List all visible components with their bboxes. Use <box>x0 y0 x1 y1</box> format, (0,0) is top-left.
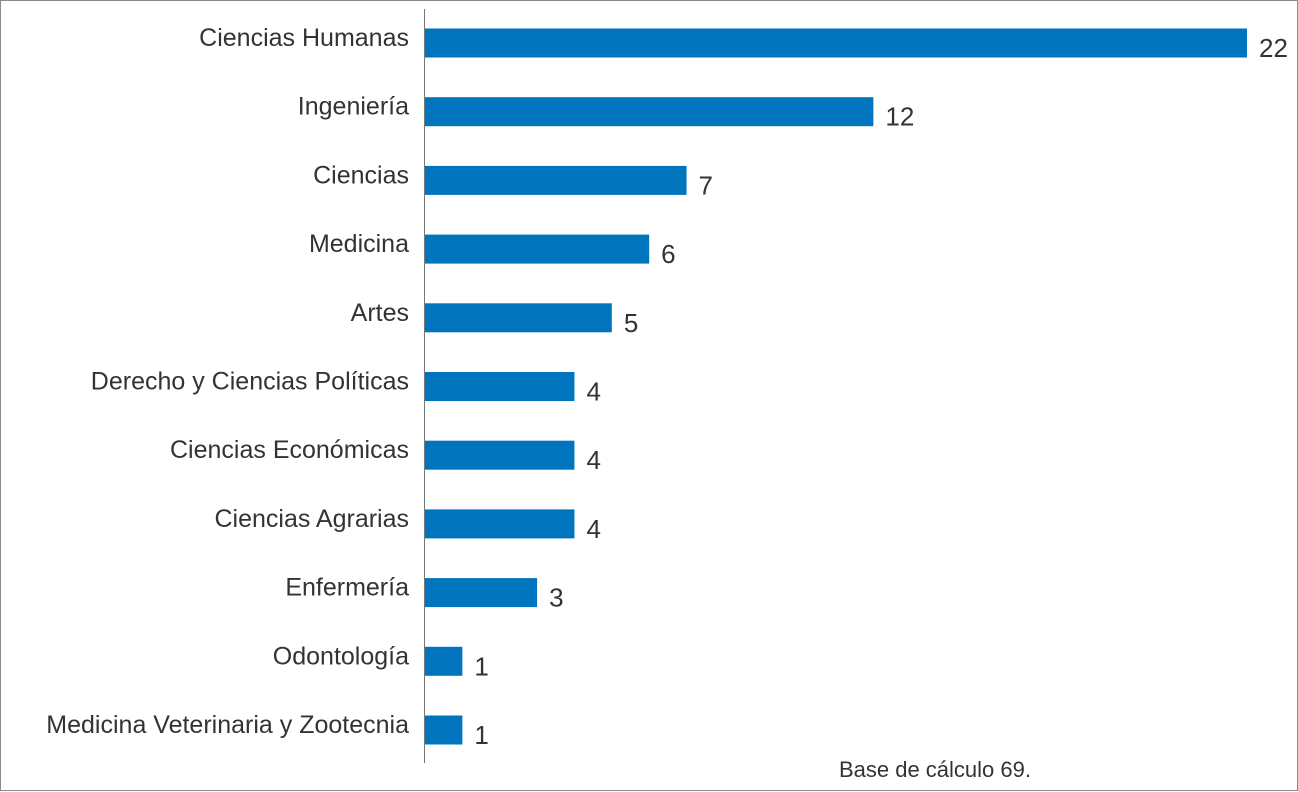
base-note: Base de cálculo 69. <box>839 757 1031 782</box>
category-label: Ciencias Económicas <box>170 436 409 464</box>
bar <box>425 234 650 264</box>
category-label: Medicina Veterinaria y Zootecnia <box>46 711 409 739</box>
value-label: 5 <box>624 308 638 338</box>
bar <box>425 715 463 745</box>
category-label: Ingeniería <box>298 93 409 121</box>
value-label: 1 <box>474 651 488 681</box>
bar <box>425 509 575 539</box>
category-label: Enfermería <box>285 574 409 602</box>
bar <box>425 303 612 333</box>
bar <box>425 578 538 608</box>
bar <box>425 372 575 401</box>
value-label: 6 <box>661 239 675 269</box>
category-label: Artes <box>351 299 409 327</box>
category-label: Ciencias Humanas <box>199 24 409 52</box>
value-label: 3 <box>549 583 563 613</box>
category-label: Ciencias <box>313 161 409 189</box>
value-label: 4 <box>586 445 600 475</box>
value-label: 4 <box>586 514 600 544</box>
value-label: 12 <box>885 102 914 132</box>
bar <box>425 646 463 676</box>
category-label: Derecho y Ciencias Políticas <box>91 368 409 396</box>
bar <box>425 440 575 470</box>
bar <box>425 165 687 195</box>
value-label: 7 <box>699 170 713 200</box>
category-label: Medicina <box>309 230 409 258</box>
bar <box>425 28 1247 58</box>
value-label: 1 <box>474 720 488 750</box>
category-label: Odontología <box>273 642 409 670</box>
category-label: Ciencias Agrarias <box>214 505 409 533</box>
value-label: 22 <box>1259 33 1288 63</box>
bar <box>425 97 874 127</box>
value-label: 4 <box>586 377 600 407</box>
